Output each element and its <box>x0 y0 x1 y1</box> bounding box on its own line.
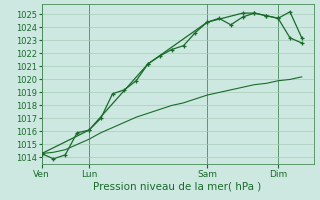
X-axis label: Pression niveau de la mer( hPa ): Pression niveau de la mer( hPa ) <box>93 181 262 191</box>
